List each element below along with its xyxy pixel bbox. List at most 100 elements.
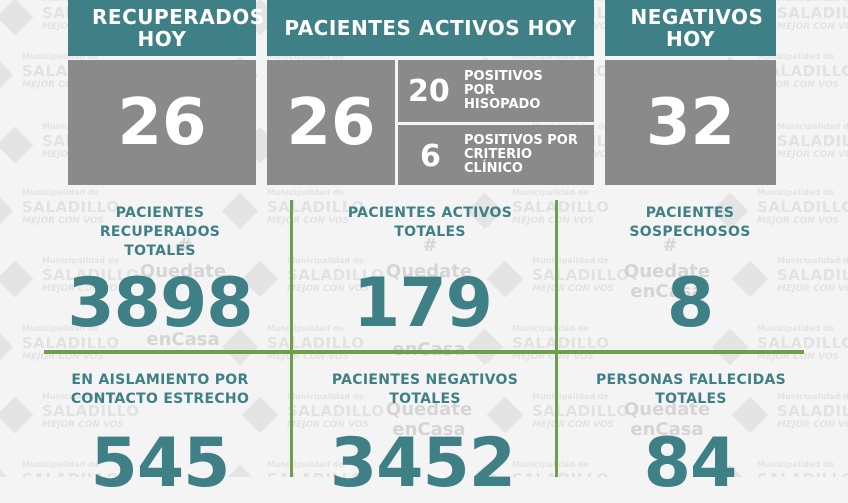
stat-label-suspected: PACIENTES SOSPECHOSOS xyxy=(629,205,751,240)
watermark-line2: SALADILLO xyxy=(22,198,120,216)
watermark-line3: MEJOR CON VOS xyxy=(777,22,848,32)
watermark-diamond-icon xyxy=(0,464,14,477)
clinical-positive-label: POSITIVOS POR CRITERIO CLÍNICO xyxy=(464,133,578,176)
watermark-line2: SALADILLO xyxy=(287,266,385,284)
header-active-today: PACIENTES ACTIVOS HOY xyxy=(267,0,594,56)
watermark-line1: Municipalidad de xyxy=(757,324,834,333)
watermark-line2: SALADILLO xyxy=(757,62,848,80)
swab-positive-value: 20 xyxy=(408,74,450,109)
watermark-line1: Municipalidad de xyxy=(777,392,848,401)
watermark-line3: MEJOR CON VOS xyxy=(757,216,840,226)
stat-label-negative-total: PACIENTES NEGATIVOS TOTALES xyxy=(331,372,519,407)
watermark-line2: SALADILLO xyxy=(512,198,610,216)
watermark-line1: Municipalidad de xyxy=(512,52,589,61)
header-recovered-today-label: RECUPERADOS HOY xyxy=(92,5,265,51)
header-active-today-label: PACIENTES ACTIVOS HOY xyxy=(284,16,577,40)
watermark-line1: Municipalidad de xyxy=(512,324,589,333)
watermark-line1: Municipalidad de xyxy=(757,460,834,469)
stat-label-isolation: EN AISLAMIENTO POR CONTACTO ESTRECHO xyxy=(70,372,250,407)
bg-slogan-quedate-2: Quedate xyxy=(139,261,227,282)
watermark-line3: MEJOR CON VOS xyxy=(777,150,848,160)
bg-slogan-quedate: Quedate xyxy=(385,261,473,282)
stat-label-deceased: PERSONAS FALLECIDAS TOTALES xyxy=(595,372,787,407)
watermark-line3: MEJOR CON VOS xyxy=(777,420,848,430)
watermark-diamond-icon xyxy=(0,0,34,36)
watermark-diamond-icon xyxy=(0,396,34,434)
header-negative-today-label: NEGATIVOS HOY xyxy=(630,5,764,51)
watermark-line2: SALADILLO xyxy=(777,132,848,150)
watermark-line3: MEJOR CON VOS xyxy=(287,420,370,430)
watermark-line1: Municipalidad de xyxy=(777,0,848,3)
bg-slogan-encasa: enCasa xyxy=(384,340,474,360)
watermark-line2: SALADILLO xyxy=(287,402,385,420)
watermark-line1: Municipalidad de xyxy=(22,52,99,61)
watermark-line1: Municipalidad de xyxy=(777,256,848,265)
watermark-line1: Municipalidad de xyxy=(532,256,609,265)
bg-slogan-quedate-3: Quedate xyxy=(623,261,711,282)
watermark-line2: SALADILLO xyxy=(757,470,848,477)
stat-value-deceased: 84 xyxy=(643,424,738,503)
watermark-line2: SALADILLO xyxy=(22,470,119,477)
watermark-line2: SALADILLO xyxy=(777,4,848,22)
watermark-line1: Municipalidad de xyxy=(267,188,344,197)
watermark-line1: Municipalidad de xyxy=(287,256,364,265)
stat-label-active-total: PACIENTES ACTIVOS TOTALES xyxy=(347,205,513,240)
watermark-line2: SALADILLO xyxy=(512,334,610,352)
watermark-line3: MEJOR CON VOS xyxy=(512,352,595,362)
swab-positive-box: 20 POSITIVOS POR HISOPADO xyxy=(398,60,594,122)
bg-slogan-encasa-5: enCasa xyxy=(392,419,466,440)
watermark-line1: Municipalidad de xyxy=(287,392,364,401)
watermark-line3: MEJOR CON VOS xyxy=(42,420,125,430)
watermark-line3: MEJOR CON VOS xyxy=(42,284,125,294)
stat-value-isolation: 545 xyxy=(90,424,231,503)
watermark-line2: SALADILLO xyxy=(757,334,848,352)
clinical-positive-box: 6 POSITIVOS POR CRITERIO CLÍNICO xyxy=(398,125,594,185)
recovered-today-value: 26 xyxy=(68,60,256,185)
recovered-today-number: 26 xyxy=(117,85,207,160)
grid-divider-right xyxy=(555,200,558,477)
grid-divider-left xyxy=(290,200,293,477)
watermark-diamond-icon xyxy=(0,56,14,94)
bg-hashtag-3: # xyxy=(662,235,678,256)
watermark-line1: Municipalidad de xyxy=(267,324,344,333)
watermark-line3: MEJOR CON VOS xyxy=(267,352,350,362)
bg-slogan-encasa-2: enCasa xyxy=(146,329,220,350)
stat-value-suspected: 8 xyxy=(666,264,714,343)
watermark-line1: Municipalidad de xyxy=(512,188,589,197)
watermark-line2: SALADILLO xyxy=(42,266,140,284)
watermark-line2: SALADILLO xyxy=(757,198,848,216)
watermark-line2: SALADILLO xyxy=(512,470,609,477)
stat-value-recovered-total: 3898 xyxy=(67,264,253,343)
watermark-line3: MEJOR CON VOS xyxy=(267,216,350,226)
watermark-line1: Municipalidad de xyxy=(532,392,609,401)
watermark-line3: MEJOR CON VOS xyxy=(22,80,105,90)
watermark-line3: MEJOR CON VOS xyxy=(512,216,595,226)
bg-slogan-encasa-4: enCasa xyxy=(630,419,704,440)
active-today-value: 26 xyxy=(267,60,395,185)
stat-label-recovered-total: PACIENTES RECUPERADOS TOTALES xyxy=(99,205,221,259)
bg-slogan-quedate-4: Quedate xyxy=(623,399,711,420)
watermark-diamond-icon xyxy=(0,192,14,230)
watermark-line1: Municipalidad de xyxy=(42,256,119,265)
negative-today-value: 32 xyxy=(605,60,776,185)
header-negative-today: NEGATIVOS HOY xyxy=(605,0,776,56)
active-today-number: 26 xyxy=(286,85,376,160)
watermark-line1: Municipalidad de xyxy=(267,460,344,469)
watermark-line3: MEJOR CON VOS xyxy=(287,284,370,294)
watermark-line2: SALADILLO xyxy=(777,266,848,284)
watermark-line3: MEJOR CON VOS xyxy=(22,352,105,362)
watermark-line2: SALADILLO xyxy=(22,334,120,352)
watermark-line3: MEJOR CON VOS xyxy=(757,80,840,90)
